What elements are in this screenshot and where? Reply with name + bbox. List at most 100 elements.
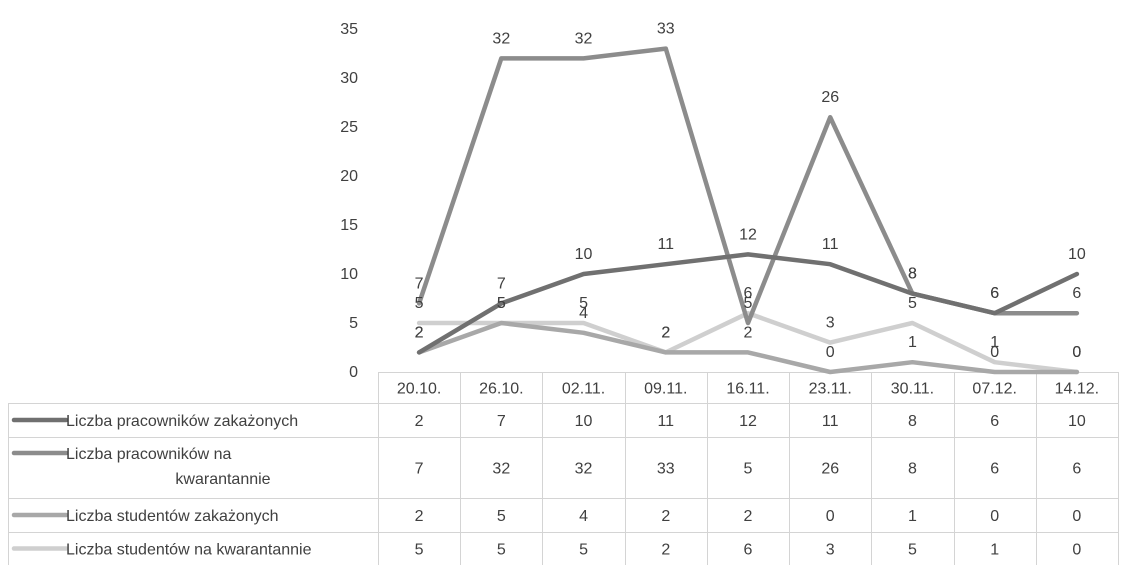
data-label: 0 bbox=[826, 344, 835, 361]
series-name: Liczba studentów zakażonych bbox=[66, 508, 279, 525]
table-cell: 8 bbox=[908, 413, 917, 430]
data-label: 0 bbox=[990, 344, 999, 361]
table-cell: 11 bbox=[822, 413, 839, 430]
category-label: 07.12. bbox=[972, 381, 1016, 398]
series-name: Liczba pracowników zakażonych bbox=[66, 413, 298, 430]
table-cell: 7 bbox=[497, 413, 506, 430]
data-label: 2 bbox=[661, 324, 670, 341]
category-label: 16.11. bbox=[726, 381, 769, 398]
table-cell: 32 bbox=[575, 461, 593, 478]
y-tick-label: 30 bbox=[340, 70, 358, 87]
table-cell: 2 bbox=[661, 508, 670, 525]
table-cell: 2 bbox=[415, 413, 424, 430]
data-label: 8 bbox=[908, 266, 917, 283]
table-cell: 12 bbox=[739, 413, 757, 430]
table-cell: 5 bbox=[579, 542, 588, 559]
table-cell: 0 bbox=[1072, 508, 1081, 525]
data-label: 5 bbox=[744, 295, 753, 312]
y-tick-label: 20 bbox=[340, 168, 358, 185]
series-name: Liczba pracowników na bbox=[66, 446, 232, 463]
table-cell: 4 bbox=[579, 508, 588, 525]
data-label: 1 bbox=[990, 334, 999, 351]
series-line bbox=[416, 46, 1080, 326]
data-label: 2 bbox=[415, 324, 424, 341]
table-cell: 10 bbox=[1068, 413, 1086, 430]
table-cell: 5 bbox=[497, 542, 506, 559]
data-label: 3 bbox=[826, 315, 835, 332]
y-tick-label: 10 bbox=[340, 266, 358, 283]
y-tick-label: 25 bbox=[340, 119, 358, 136]
data-label: 10 bbox=[575, 246, 593, 263]
y-tick-label: 0 bbox=[349, 364, 358, 381]
y-tick-label: 35 bbox=[340, 21, 358, 38]
data-label: 26 bbox=[821, 89, 839, 106]
table-cell: 2 bbox=[661, 542, 670, 559]
y-tick-label: 15 bbox=[340, 217, 358, 234]
data-label: 2 bbox=[661, 324, 670, 341]
table-cell: 0 bbox=[1072, 542, 1081, 559]
category-label: 23.11. bbox=[809, 381, 852, 398]
table-cell: 10 bbox=[575, 413, 593, 430]
data-label: 11 bbox=[657, 236, 674, 253]
data-label: 32 bbox=[492, 30, 510, 47]
table-cell: 1 bbox=[990, 542, 999, 559]
data-label: 0 bbox=[1072, 344, 1081, 361]
data-label: 32 bbox=[575, 30, 593, 47]
series-line bbox=[416, 320, 1080, 375]
data-label: 6 bbox=[1072, 285, 1081, 302]
data-label: 0 bbox=[1072, 344, 1081, 361]
data-label: 10 bbox=[1068, 246, 1086, 263]
category-label: 26.10. bbox=[479, 381, 523, 398]
y-tick-label: 5 bbox=[349, 315, 358, 332]
table-cell: 6 bbox=[1072, 461, 1081, 478]
table-cell: 7 bbox=[415, 461, 424, 478]
data-label: 8 bbox=[908, 266, 917, 283]
table-cell: 8 bbox=[908, 461, 917, 478]
table-cell: 6 bbox=[990, 413, 999, 430]
data-label: 5 bbox=[415, 295, 424, 312]
table-cell: 5 bbox=[908, 542, 917, 559]
table-cell: 2 bbox=[415, 508, 424, 525]
y-axis: 0 5 10 15 20 25 30 35 bbox=[340, 21, 358, 381]
data-label: 6 bbox=[744, 285, 753, 302]
category-label: 20.10. bbox=[397, 381, 441, 398]
category-label: 30.11. bbox=[891, 381, 934, 398]
data-label: 11 bbox=[822, 236, 839, 253]
data-label: 7 bbox=[415, 275, 424, 292]
table-cell: 0 bbox=[990, 508, 999, 525]
data-label: 4 bbox=[579, 305, 588, 322]
table-cell: 33 bbox=[657, 461, 675, 478]
data-label: 2 bbox=[744, 324, 753, 341]
table-cell: 26 bbox=[821, 461, 839, 478]
table-cell: 5 bbox=[744, 461, 753, 478]
data-label: 5 bbox=[579, 295, 588, 312]
table-cell: 11 bbox=[657, 413, 674, 430]
category-label: 09.11. bbox=[644, 381, 687, 398]
table-cell: 32 bbox=[492, 461, 510, 478]
series-line bbox=[416, 310, 1080, 375]
table-cell: 2 bbox=[744, 508, 753, 525]
series-lines bbox=[416, 46, 1080, 375]
data-label: 2 bbox=[415, 324, 424, 341]
data-label: 5 bbox=[497, 295, 506, 312]
data-label: 12 bbox=[739, 226, 757, 243]
table-cell: 5 bbox=[497, 508, 506, 525]
data-label: 5 bbox=[908, 295, 917, 312]
table-cell: 1 bbox=[908, 508, 917, 525]
data-table: 20.10. 26.10. 02.11. 09.11. 16.11. 23.11. 30.1… bbox=[11, 381, 1099, 559]
table-cell: 5 bbox=[415, 542, 424, 559]
data-label: 6 bbox=[990, 285, 999, 302]
data-label: 6 bbox=[990, 285, 999, 302]
series-name: kwarantannie bbox=[175, 471, 270, 488]
category-label: 14.12. bbox=[1055, 381, 1099, 398]
table-cell: 3 bbox=[826, 542, 835, 559]
data-label: 33 bbox=[657, 21, 675, 38]
table-cell: 6 bbox=[744, 542, 753, 559]
data-label: 1 bbox=[908, 334, 917, 351]
category-label: 02.11. bbox=[562, 381, 605, 398]
data-table-grid bbox=[8, 372, 1119, 565]
data-label: 7 bbox=[497, 275, 506, 292]
series-line bbox=[416, 252, 1080, 355]
